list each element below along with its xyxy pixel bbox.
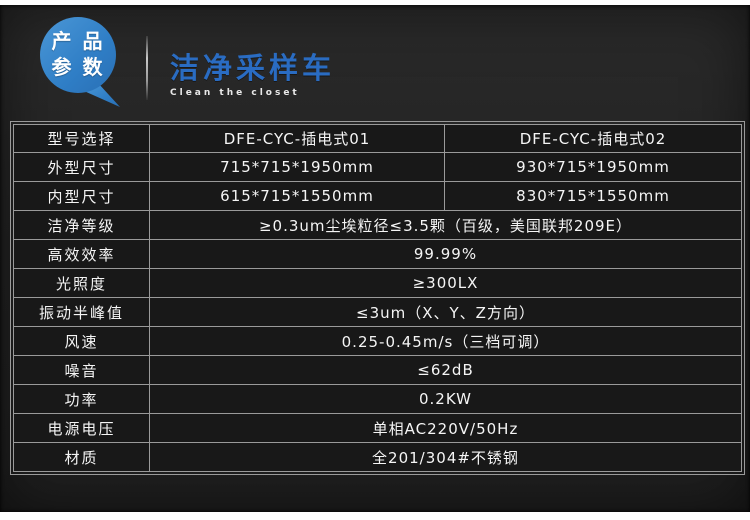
spec-value: 0.2KW (150, 385, 742, 414)
spec-value: 0.25-0.45m/s（三档可调） (150, 327, 742, 356)
page-title: 洁净采样车 (170, 51, 336, 85)
spec-value: ≤3um（X、Y、Z方向） (150, 298, 742, 327)
page-subtitle: Clean the closet (170, 88, 300, 98)
spec-table: 型号选择 DFE-CYC-插电式01 DFE-CYC-插电式02 外型尺寸 71… (10, 121, 745, 475)
product-params-badge: 产 品 参 数 (40, 17, 130, 107)
table-row-inner-size: 内型尺寸 615*715*1550mm 830*715*1550mm (13, 182, 742, 211)
spec-value: 715*715*1950mm (150, 153, 445, 182)
spec-value: 单相AC220V/50Hz (150, 414, 742, 443)
spec-label: 型号选择 (13, 124, 150, 153)
spec-label: 功率 (13, 385, 150, 414)
table-row-vibration: 振动半峰值 ≤3um（X、Y、Z方向） (13, 298, 742, 327)
table-row-model: 型号选择 DFE-CYC-插电式01 DFE-CYC-插电式02 (13, 124, 742, 153)
spec-label: 光照度 (13, 269, 150, 298)
spec-label: 内型尺寸 (13, 182, 150, 211)
header: 产 品 参 数 洁净采样车 Clean the closet (0, 5, 750, 117)
spec-label: 风速 (13, 327, 150, 356)
spec-label: 振动半峰值 (13, 298, 150, 327)
badge-text: 产 品 参 数 (40, 28, 116, 80)
spec-label: 材质 (13, 443, 150, 472)
spec-value: DFE-CYC-插电式02 (445, 124, 742, 153)
spec-value: 99.99% (150, 240, 742, 269)
spec-label: 外型尺寸 (13, 153, 150, 182)
table-row-wind-speed: 风速 0.25-0.45m/s（三档可调） (13, 327, 742, 356)
spec-value: ≥300LX (150, 269, 742, 298)
spec-value: DFE-CYC-插电式01 (150, 124, 445, 153)
spec-value: 930*715*1950mm (445, 153, 742, 182)
table-row-clean-grade: 洁净等级 ≥0.3um尘埃粒径≤3.5颗（百级，美国联邦209E） (13, 211, 742, 240)
speech-bubble-icon (40, 17, 120, 107)
spec-label: 洁净等级 (13, 211, 150, 240)
vertical-divider (146, 36, 148, 100)
table-row-material: 材质 全201/304#不锈钢 (13, 443, 742, 472)
spec-label: 噪音 (13, 356, 150, 385)
spec-value: ≥0.3um尘埃粒径≤3.5颗（百级，美国联邦209E） (150, 211, 742, 240)
spec-label: 电源电压 (13, 414, 150, 443)
table-row-efficiency: 高效效率 99.99% (13, 240, 742, 269)
spec-value: 全201/304#不锈钢 (150, 443, 742, 472)
spec-value: ≤62dB (150, 356, 742, 385)
dark-panel: 产 品 参 数 洁净采样车 Clean the closet 型号选择 DFE-… (0, 5, 750, 512)
spec-value: 615*715*1550mm (150, 182, 445, 211)
table-row-power: 功率 0.2KW (13, 385, 742, 414)
title-block: 洁净采样车 Clean the closet (170, 52, 335, 98)
table-row-outer-size: 外型尺寸 715*715*1950mm 930*715*1950mm (13, 153, 742, 182)
badge-line-2: 参 数 (51, 55, 105, 79)
spec-label: 高效效率 (13, 240, 150, 269)
table-row-voltage: 电源电压 单相AC220V/50Hz (13, 414, 742, 443)
table-row-noise: 噪音 ≤62dB (13, 356, 742, 385)
badge-line-1: 产 品 (51, 29, 105, 53)
spec-value: 830*715*1550mm (445, 182, 742, 211)
table-row-illuminance: 光照度 ≥300LX (13, 269, 742, 298)
